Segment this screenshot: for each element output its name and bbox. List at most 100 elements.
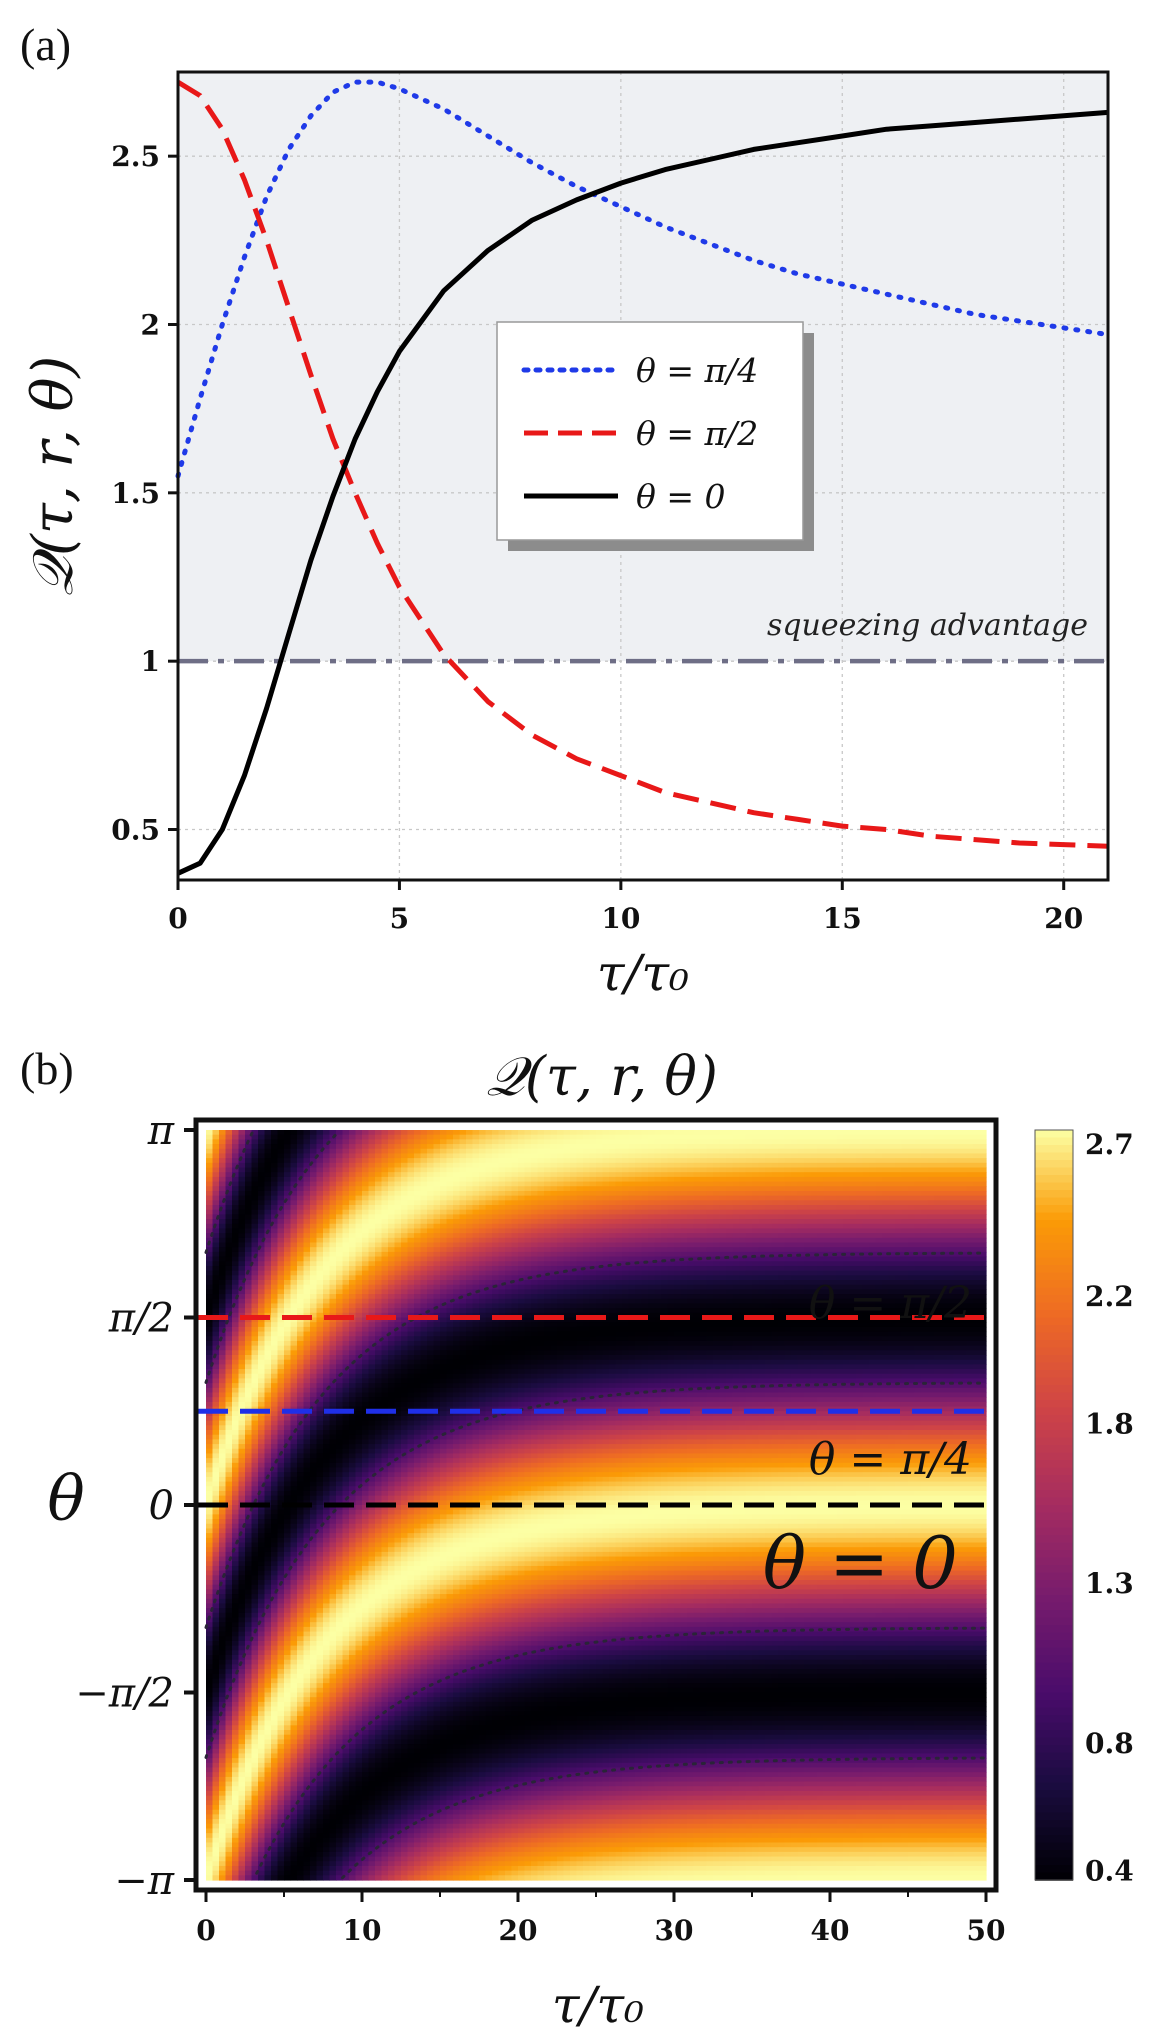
heatmap-cell	[375, 1270, 383, 1276]
heatmap-cell	[232, 1176, 240, 1183]
heatmap-cell	[375, 1753, 383, 1759]
heatmap-cell	[258, 1317, 266, 1323]
heatmap-cell	[212, 1490, 220, 1497]
heatmap-cell	[336, 1692, 344, 1698]
heatmap-cell	[258, 1467, 266, 1473]
heatmap-cell	[375, 1519, 383, 1525]
heatmap-cell	[271, 1692, 279, 1698]
heatmap-cell	[388, 1228, 396, 1234]
heatmap-cell	[303, 1715, 311, 1722]
heatmap-cell	[284, 1364, 292, 1370]
heatmap-cell	[394, 1167, 402, 1173]
heatmap-cell	[206, 1856, 214, 1862]
heatmap-cell	[264, 1753, 272, 1759]
heatmap-cell	[219, 1486, 227, 1492]
heatmap-cell	[394, 1383, 402, 1389]
heatmap-cell	[290, 1575, 298, 1581]
heatmap-cell	[219, 1195, 227, 1201]
heatmap-cell	[329, 1556, 337, 1562]
heatmap-cell	[310, 1823, 318, 1830]
heatmap-cell	[225, 1753, 233, 1759]
heatmap-cell	[284, 1134, 292, 1140]
heatmap-cell	[355, 1851, 363, 1858]
heatmap-cell	[329, 1317, 337, 1323]
heatmap-cell	[401, 1190, 409, 1197]
heatmap-cell	[362, 1322, 370, 1328]
heatmap-cell	[388, 1819, 396, 1825]
heatmap-cell	[225, 1776, 233, 1783]
heatmap-cell	[238, 1209, 246, 1215]
heatmap-cell	[232, 1711, 240, 1717]
heatmap-cell	[284, 1603, 292, 1609]
heatmap-cell	[225, 1533, 233, 1539]
heatmap-cell	[394, 1856, 402, 1862]
heatmap-cell	[290, 1640, 298, 1647]
heatmap-cell	[232, 1139, 240, 1145]
heatmap-cell	[316, 1701, 324, 1708]
heatmap-cell	[297, 1547, 305, 1553]
heatmap-cell	[329, 1828, 337, 1834]
heatmap-cell	[258, 1669, 266, 1675]
heatmap-cell	[329, 1275, 337, 1281]
heatmap-cell	[271, 1505, 279, 1511]
heatmap-cell	[362, 1153, 370, 1159]
heatmap-cell	[323, 1247, 331, 1253]
heatmap-cell	[245, 1551, 253, 1558]
heatmap-cell	[232, 1809, 240, 1815]
heatmap-cell	[297, 1809, 305, 1815]
heatmap-cell	[368, 1856, 376, 1862]
heatmap-cell	[238, 1472, 246, 1478]
heatmap-cell	[388, 1265, 396, 1272]
heatmap-cell	[375, 1200, 383, 1206]
heatmap-cell	[329, 1397, 337, 1403]
heatmap-cell	[316, 1228, 324, 1234]
heatmap-cell	[394, 1434, 402, 1440]
heatmap-cell	[394, 1570, 402, 1576]
heatmap-cell	[251, 1256, 259, 1262]
heatmap-cell	[310, 1842, 318, 1848]
heatmap-cell	[310, 1331, 318, 1337]
heatmap-cell	[206, 1748, 214, 1755]
heatmap-cell	[355, 1875, 363, 1881]
heatmap-cell	[219, 1228, 227, 1234]
heatmap-cell	[375, 1645, 383, 1651]
heatmap-cell	[277, 1575, 285, 1581]
heatmap-cell	[323, 1397, 331, 1403]
heatmap-cell	[297, 1603, 305, 1609]
heatmap-cell	[251, 1247, 259, 1253]
heatmap-cell	[349, 1345, 357, 1351]
heatmap-cell	[355, 1748, 363, 1755]
heatmap-cell	[310, 1650, 318, 1656]
heatmap-cell	[284, 1678, 292, 1684]
heatmap-cell	[342, 1425, 350, 1431]
heatmap-cell	[355, 1795, 363, 1801]
heatmap-cell	[329, 1219, 337, 1225]
heatmap-cell	[355, 1401, 363, 1408]
heatmap-cell	[329, 1345, 337, 1351]
heatmap-cell	[401, 1692, 409, 1698]
heatmap-cell	[212, 1828, 220, 1834]
heatmap-cell	[394, 1547, 402, 1553]
heatmap-cell	[323, 1514, 331, 1520]
heatmap-cell	[336, 1153, 344, 1159]
heatmap-cell	[394, 1505, 402, 1511]
heatmap-cell	[245, 1453, 253, 1459]
heatmap-cell	[219, 1753, 227, 1759]
heatmap-cell	[375, 1570, 383, 1576]
heatmap-cell	[206, 1467, 214, 1473]
heatmap-cell	[225, 1458, 233, 1464]
heatmap-cell	[336, 1701, 344, 1708]
heatmap-cell	[381, 1875, 389, 1881]
heatmap-cell	[206, 1186, 214, 1192]
heatmap-cell	[368, 1223, 376, 1230]
heatmap-cell	[212, 1350, 220, 1356]
heatmap-cell	[238, 1490, 246, 1497]
heatmap-cell	[381, 1486, 389, 1492]
heatmap-cell	[316, 1837, 324, 1844]
heatmap-cell	[342, 1462, 350, 1469]
heatmap-cell	[362, 1837, 370, 1844]
heatmap-cell	[284, 1387, 292, 1394]
heatmap-cell	[381, 1612, 389, 1619]
heatmap-cell	[258, 1720, 266, 1726]
heatmap-cell	[251, 1865, 259, 1872]
